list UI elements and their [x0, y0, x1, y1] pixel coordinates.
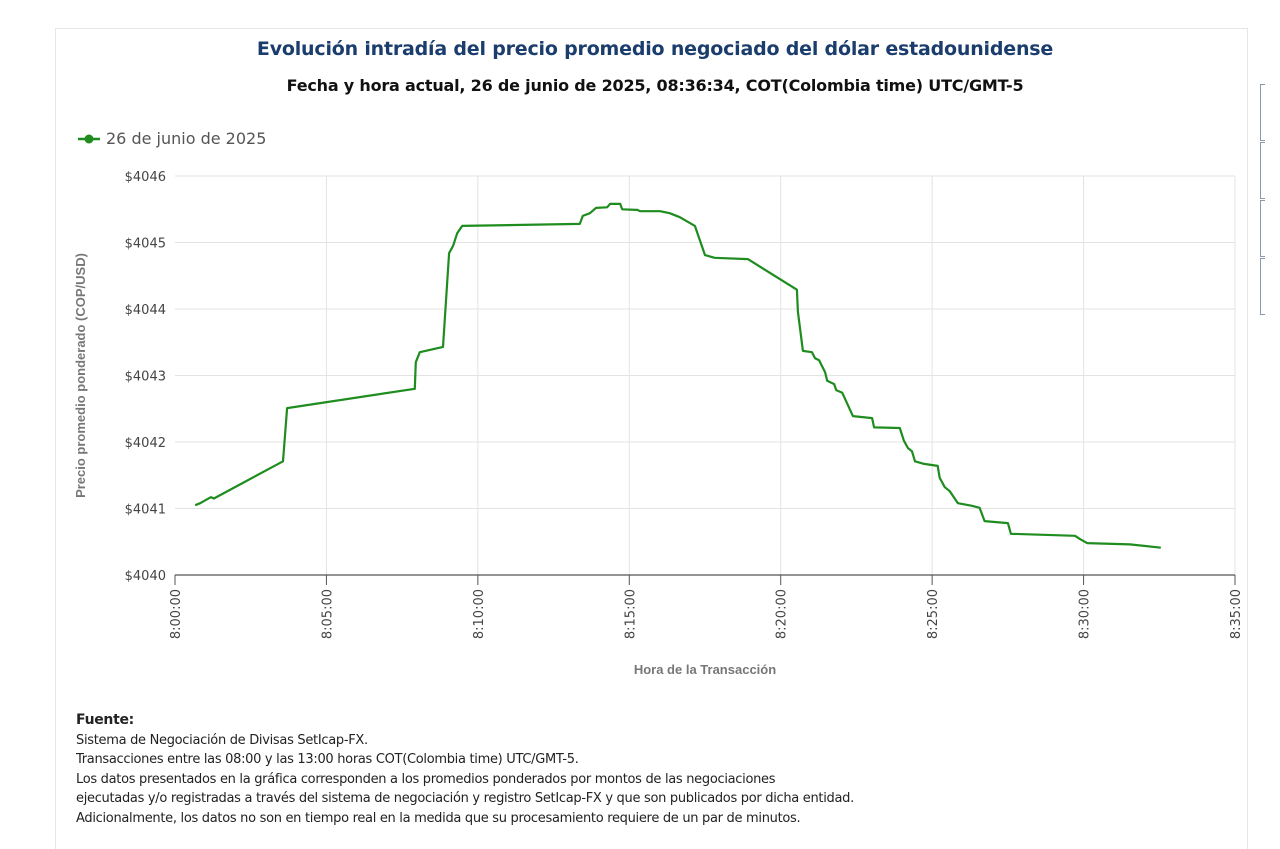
side-bracket [1260, 84, 1265, 141]
source-heading: Fuente: [76, 711, 854, 731]
y-tick-label: $4042 [125, 436, 166, 451]
source-note: Fuente: Sistema de Negociación de Divisa… [76, 711, 854, 828]
x-tick-label: 8:15:00 [623, 589, 638, 639]
y-tick-label: $4045 [125, 237, 166, 252]
source-line: Los datos presentados en la gráfica corr… [76, 770, 854, 790]
side-bracket [1260, 142, 1265, 199]
y-tick-label: $4046 [125, 170, 166, 185]
x-tick-label: 8:05:00 [320, 589, 335, 639]
side-bracket [1260, 258, 1265, 315]
y-tick-label: $4043 [125, 370, 166, 385]
source-line: Sistema de Negociación de Divisas SetIca… [76, 731, 854, 751]
x-axis-title: Hora de la Transacción [634, 662, 776, 677]
y-axis-title: Precio promedio ponderado (COP/USD) [73, 253, 88, 498]
x-tick-label: 8:00:00 [169, 589, 184, 639]
y-tick-label: $4044 [125, 303, 166, 318]
y-tick-label: $4041 [125, 503, 166, 518]
source-line: Transacciones entre las 08:00 y las 13:0… [76, 750, 854, 770]
x-tick-label: 8:35:00 [1229, 589, 1244, 639]
x-tick-label: 8:30:00 [1078, 589, 1093, 639]
source-line: Adicionalmente, los datos no son en tiem… [76, 809, 854, 829]
side-panel-brackets [1260, 84, 1268, 316]
side-bracket [1260, 200, 1265, 257]
x-tick-label: 8:20:00 [775, 589, 790, 639]
y-tick-label: $4040 [125, 569, 166, 584]
x-tick-label: 8:10:00 [472, 589, 487, 639]
line-chart: $4040 $4041 $4042 $4043 $4044 $4045 $4046 8:00:… [0, 0, 1280, 700]
x-tick-label: 8:25:00 [926, 589, 941, 639]
source-line: ejecutadas y/o registradas a través del … [76, 789, 854, 809]
